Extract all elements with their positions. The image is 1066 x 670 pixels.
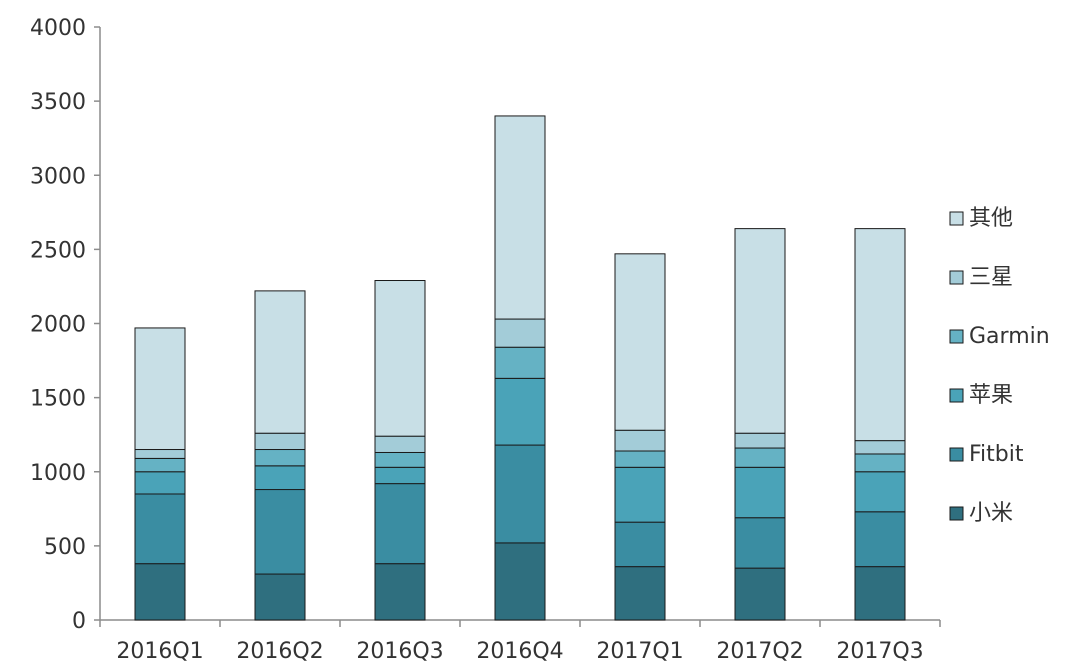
bar-segment-0-5 — [734, 567, 786, 621]
x-tick-label: 2016Q2 — [236, 639, 323, 664]
y-tick-label: 3000 — [30, 164, 86, 189]
bar-segment-0-3 — [494, 542, 546, 621]
x-tick-label: 2017Q1 — [596, 639, 683, 664]
legend-label: 三星 — [969, 265, 1013, 290]
bar-segment-2-2 — [374, 466, 426, 485]
bar-segment-5-2 — [374, 280, 426, 437]
y-tick-label: 2500 — [30, 238, 86, 263]
bar-segment-3-1 — [254, 449, 306, 467]
legend-label: Fitbit — [969, 442, 1024, 467]
bar-segment-1-6 — [854, 511, 906, 568]
bar-segment-5-1 — [254, 290, 306, 434]
legend-swatch — [949, 506, 964, 521]
x-tick-label: 2016Q1 — [116, 639, 203, 664]
bar-segment-2-1 — [254, 465, 306, 491]
bar-segment-3-6 — [854, 453, 906, 473]
bar-segment-5-3 — [494, 115, 546, 320]
bar-segment-3-4 — [614, 450, 666, 468]
bar-segment-4-6 — [854, 440, 906, 455]
y-tick-label: 3500 — [30, 90, 86, 115]
bar-segment-0-2 — [374, 563, 426, 621]
bar-segment-3-3 — [494, 346, 546, 379]
bar-segment-5-6 — [854, 228, 906, 442]
legend-label: 小米 — [969, 501, 1013, 526]
legend-swatch — [949, 447, 964, 462]
bar-segment-1-1 — [254, 489, 306, 575]
bar-segment-0-0 — [134, 563, 186, 621]
legend-label: 其他 — [969, 206, 1013, 231]
bar-segment-4-4 — [614, 429, 666, 452]
legend-swatch — [949, 388, 964, 403]
bar-segment-2-0 — [134, 471, 186, 495]
bar-segment-2-6 — [854, 471, 906, 513]
bar-segment-3-5 — [734, 447, 786, 468]
bar-segment-5-4 — [614, 253, 666, 431]
bar-segment-0-4 — [614, 566, 666, 621]
bar-segment-3-0 — [134, 457, 186, 473]
x-tick-label: 2017Q3 — [836, 639, 923, 664]
y-tick-label: 1000 — [30, 461, 86, 486]
legend-swatch — [949, 329, 964, 344]
bar-segment-4-5 — [734, 432, 786, 449]
bar-segment-1-0 — [134, 493, 186, 565]
bar-segment-4-2 — [374, 435, 426, 453]
x-tick-label: 2017Q2 — [716, 639, 803, 664]
y-tick-label: 500 — [44, 535, 86, 560]
legend-label: 苹果 — [969, 383, 1013, 408]
y-axis: 0 500 1000 1500 2000 2500 3000 3500 4000 — [30, 16, 101, 634]
x-axis: 2016Q1 2016Q2 2016Q3 2016Q4 2017Q1 2017Q2 2017… — [99, 619, 941, 664]
legend-swatch — [949, 270, 964, 285]
bar-segment-5-5 — [734, 228, 786, 434]
bars — [134, 115, 906, 621]
y-tick-label: 0 — [72, 609, 86, 634]
x-tick-label: 2016Q3 — [356, 639, 443, 664]
bar-segment-4-0 — [134, 449, 186, 459]
bar-segment-4-3 — [494, 318, 546, 348]
bar-segment-0-6 — [854, 566, 906, 621]
bar-segment-3-2 — [374, 451, 426, 468]
bar-segment-1-2 — [374, 483, 426, 565]
y-tick-label: 4000 — [30, 16, 86, 41]
bar-segment-1-4 — [614, 521, 666, 568]
bar-segment-2-4 — [614, 466, 666, 523]
bar-segment-4-1 — [254, 432, 306, 451]
bar-segment-1-3 — [494, 444, 546, 544]
bar-segment-2-5 — [734, 466, 786, 519]
y-tick-label: 1500 — [30, 387, 86, 412]
legend-label: Garmin — [969, 324, 1050, 349]
legend-swatch — [949, 211, 964, 226]
bar-segment-0-1 — [254, 573, 306, 621]
bar-segment-1-5 — [734, 517, 786, 569]
y-tick-label: 2000 — [30, 313, 86, 338]
bar-segment-2-3 — [494, 377, 546, 446]
bar-segment-5-0 — [134, 327, 186, 451]
x-tick-label: 2016Q4 — [476, 639, 563, 664]
